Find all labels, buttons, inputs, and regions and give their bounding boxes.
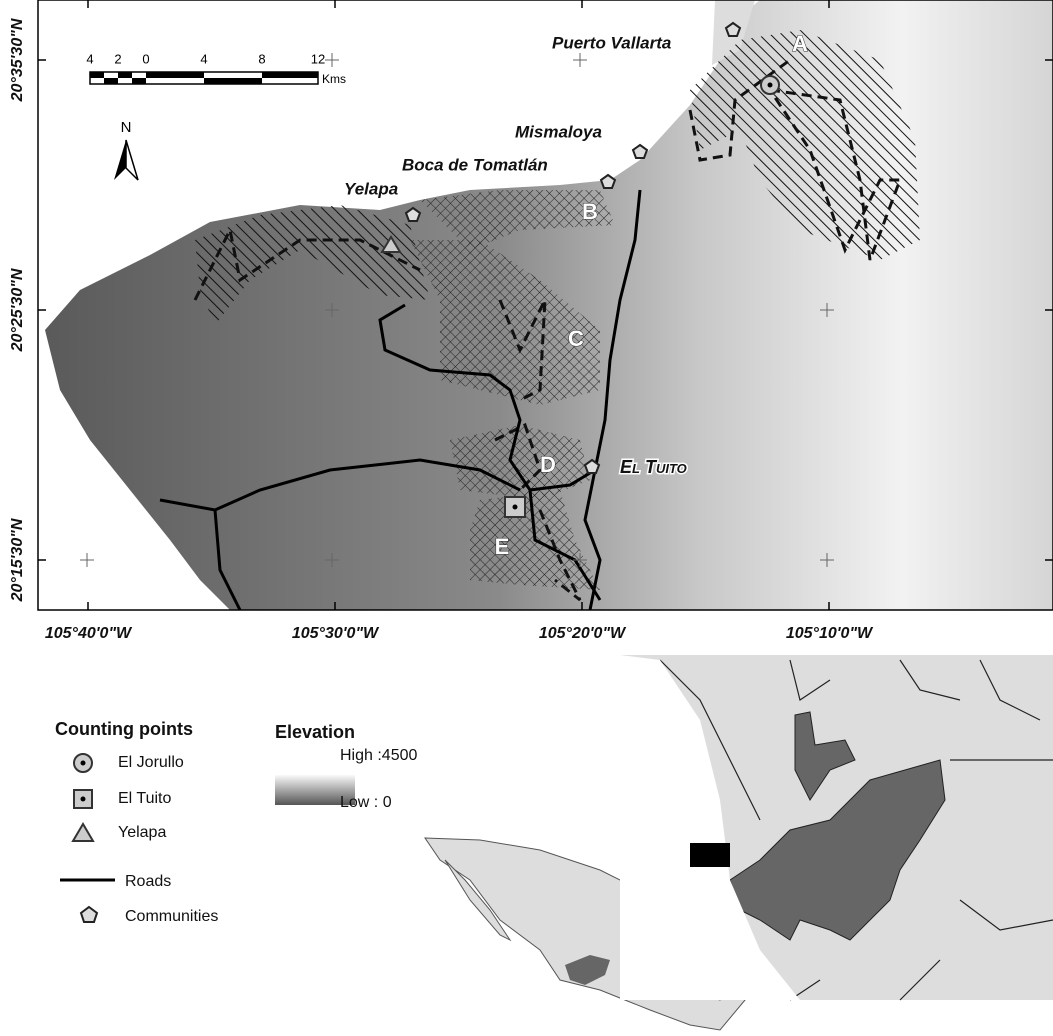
longitude-label: 105°20'0"W (539, 625, 627, 642)
zone-label: E (495, 534, 510, 559)
latitude-label: 20°25'30"N (9, 268, 26, 352)
study-area-box (690, 843, 730, 867)
place-label: Mismaloya (515, 122, 602, 141)
longitude-label: 105°30'0"W (292, 625, 380, 642)
legend-symbol (81, 907, 97, 922)
legend: Counting points Elevation High :4500 Low… (55, 719, 417, 922)
scale-label: 12 (311, 51, 325, 66)
place-label: El Tuito (620, 457, 687, 477)
legend-symbol (81, 797, 86, 802)
longitude-label: 105°40'0"W (45, 625, 133, 642)
latitude-label: 20°35'30"N (9, 18, 26, 102)
legend-label: Communities (125, 908, 218, 925)
zone-label: C (568, 326, 584, 351)
legend-label: El Tuito (118, 790, 171, 807)
legend-title: Elevation (275, 722, 355, 742)
counting-point-dot (768, 83, 773, 88)
scale-unit: Kms (322, 72, 346, 86)
scale-bar (90, 72, 318, 84)
zone-label: A (792, 31, 808, 56)
legend-label: Yelapa (118, 824, 166, 841)
latitude-label: 20°15'30"N (9, 518, 26, 602)
main-map (38, 0, 1053, 610)
jalisco-inset (620, 655, 1053, 1000)
scale-label: 8 (258, 51, 265, 66)
legend-title: Counting points (55, 719, 193, 739)
scale-label: 2 (114, 51, 121, 66)
counting-point-dot (513, 505, 518, 510)
longitude-label: 105°10'0"W (786, 625, 874, 642)
legend-label: High :4500 (340, 747, 417, 764)
zone-label: D (540, 452, 556, 477)
legend-label: Roads (125, 873, 171, 890)
place-label: Boca de Tomatlán (402, 155, 548, 174)
north-label: N (121, 119, 132, 136)
place-label: Puerto Vallarta (552, 33, 671, 52)
legend-symbol (81, 761, 86, 766)
scale-label: 4 (200, 51, 207, 66)
map-figure: Counting points Elevation High :4500 Low… (0, 0, 1053, 1036)
zone-label: B (582, 199, 598, 224)
legend-label: El Jorullo (118, 754, 184, 771)
place-label: Yelapa (344, 179, 398, 198)
legend-label: Low : 0 (340, 794, 392, 811)
scale-label: 0 (142, 51, 149, 66)
scale-label: 4 (86, 51, 93, 66)
legend-symbol (73, 824, 93, 841)
